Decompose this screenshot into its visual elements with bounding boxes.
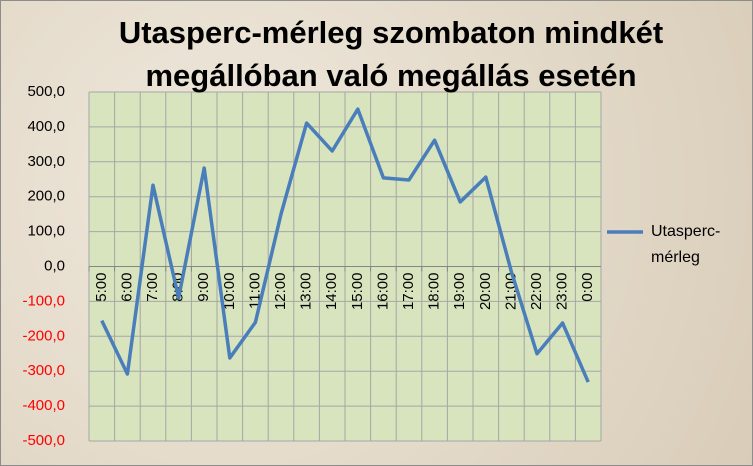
x-tick-label: 22:00 bbox=[528, 273, 545, 311]
chart-title: Utasperc-mérleg szombaton mindkét megáll… bbox=[118, 15, 664, 93]
x-tick-label: 14:00 bbox=[323, 273, 340, 311]
x-tick-label: 18:00 bbox=[426, 273, 443, 311]
series-line bbox=[100, 107, 590, 383]
x-tick-label: 15:00 bbox=[349, 273, 366, 311]
x-tick-label: 12:00 bbox=[272, 273, 289, 311]
x-tick-label: 23:00 bbox=[554, 273, 571, 311]
x-tick-label: 10:00 bbox=[221, 273, 238, 311]
y-tick-label: -200,0 bbox=[22, 327, 65, 344]
y-tick-label: 500,0 bbox=[27, 83, 65, 100]
x-tick-label: 13:00 bbox=[298, 273, 315, 311]
x-tick-label: 0:00 bbox=[579, 273, 596, 302]
x-tick-label: 19:00 bbox=[451, 273, 468, 311]
y-tick-label: 400,0 bbox=[27, 118, 65, 135]
x-tick-label: 17:00 bbox=[400, 273, 417, 311]
y-tick-label: 200,0 bbox=[27, 188, 65, 205]
y-tick-label: 100,0 bbox=[27, 223, 65, 240]
y-tick-label: -400,0 bbox=[22, 397, 65, 414]
y-tick-label: 0,0 bbox=[44, 257, 65, 274]
x-tick-label: 16:00 bbox=[374, 273, 391, 311]
y-tick-label: -100,0 bbox=[22, 292, 65, 309]
x-tick-label: 7:00 bbox=[144, 273, 161, 302]
x-tick-label: 6:00 bbox=[118, 273, 135, 302]
legend-label: Utasperc-mérleg bbox=[651, 223, 721, 266]
y-tick-label: 300,0 bbox=[27, 153, 65, 170]
y-tick-label: -300,0 bbox=[22, 362, 65, 379]
x-tick-label: 5:00 bbox=[93, 273, 110, 302]
x-tick-label: 9:00 bbox=[195, 273, 212, 302]
x-tick-label: 20:00 bbox=[477, 273, 494, 311]
y-tick-label: -500,0 bbox=[22, 432, 65, 449]
